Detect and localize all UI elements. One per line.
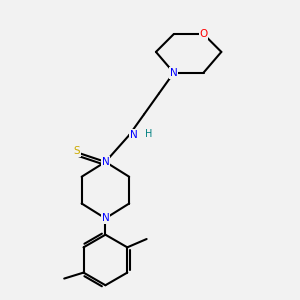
- Text: N: N: [101, 157, 109, 167]
- Text: N: N: [101, 213, 109, 224]
- Text: N: N: [130, 130, 137, 140]
- Text: N: N: [170, 68, 178, 78]
- Text: O: O: [200, 29, 208, 39]
- Text: S: S: [74, 146, 80, 157]
- Text: H: H: [145, 129, 152, 139]
